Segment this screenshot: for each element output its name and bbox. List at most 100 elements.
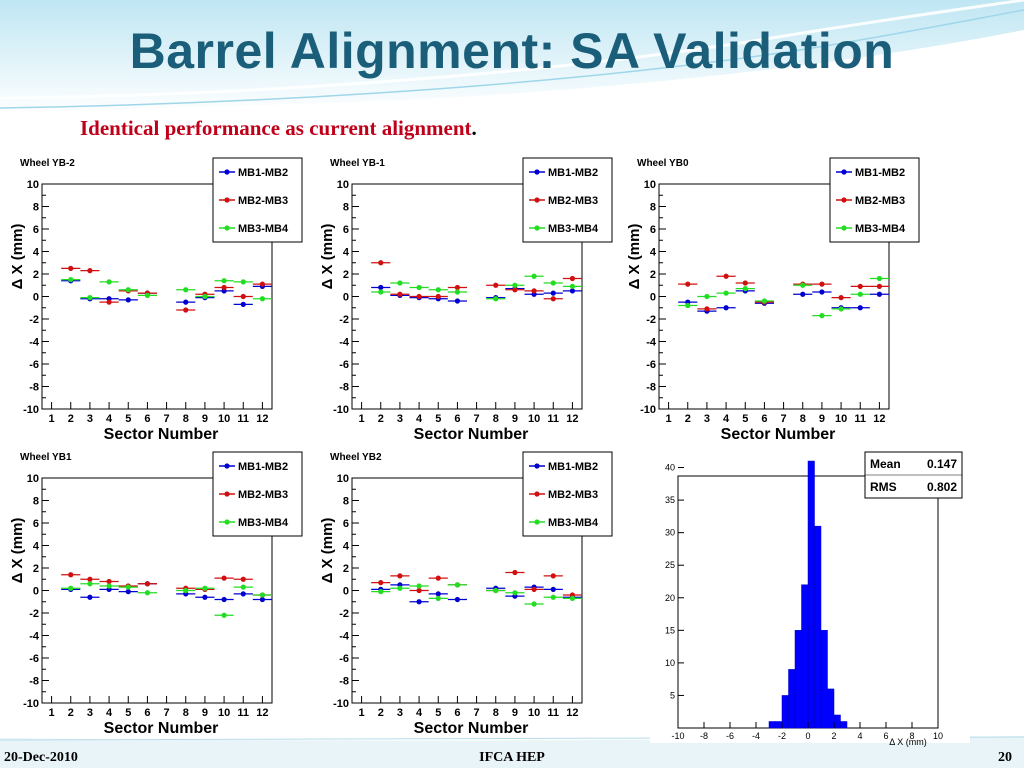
data-point — [531, 601, 537, 607]
data-point — [106, 299, 112, 305]
x-tick-label: 2 — [68, 707, 74, 719]
legend-label: MB3-MB4 — [238, 517, 289, 529]
y-tick-label: 8 — [33, 202, 39, 214]
x-tick-label: 11 — [547, 707, 559, 719]
x-tick-label: 11 — [854, 413, 866, 425]
x-tick-label: 12 — [566, 413, 578, 425]
x-tick-label: 1 — [49, 413, 55, 425]
y-tick-label: -2 — [646, 314, 656, 326]
data-point — [397, 573, 403, 579]
y-tick-label: 4 — [650, 247, 657, 259]
y-tick-label: 0 — [650, 292, 656, 304]
x-tick-label: 1 — [49, 707, 55, 719]
x-tick-label: 8 — [909, 731, 914, 741]
x-tick-label: 4 — [106, 707, 113, 719]
x-tick-label: 8 — [183, 707, 189, 719]
x-tick-label: 4 — [416, 707, 423, 719]
panel-title: Wheel YB-2 — [20, 158, 75, 169]
x-axis-label: Sector Number — [104, 720, 219, 737]
y-tick-label: -2 — [29, 608, 39, 620]
footer-date: 20-Dec-2010 — [4, 750, 78, 765]
legend-label: MB1-MB2 — [855, 167, 905, 179]
legend-label: MB3-MB4 — [548, 517, 599, 529]
x-tick-label: 10 — [835, 413, 847, 425]
histogram-bar — [840, 721, 848, 729]
data-point — [106, 583, 112, 589]
data-point — [550, 586, 556, 592]
legend-label: MB3-MB4 — [238, 223, 289, 235]
x-tick-label: 1 — [666, 413, 672, 425]
data-point — [68, 265, 74, 271]
histogram-bar — [833, 714, 841, 729]
data-point — [819, 313, 825, 319]
data-point — [819, 289, 825, 295]
footer-page-number: 20 — [998, 750, 1012, 765]
x-tick-label: 10 — [528, 413, 540, 425]
data-point — [761, 298, 768, 304]
x-tick-label: 1 — [359, 413, 365, 425]
data-point — [144, 292, 151, 298]
y-tick-label: -4 — [646, 337, 657, 349]
y-tick-label: -4 — [29, 631, 40, 643]
data-point — [723, 273, 729, 279]
data-point — [454, 284, 461, 291]
legend-marker — [534, 225, 540, 231]
y-tick-label: 30 — [665, 528, 675, 538]
x-tick-label: 9 — [512, 707, 518, 719]
x-tick-label: -8 — [700, 731, 708, 741]
data-point — [454, 582, 461, 588]
data-point — [454, 289, 461, 295]
y-tick-label: 20 — [665, 593, 675, 603]
x-tick-label: -6 — [726, 731, 734, 741]
y-tick-label: 25 — [665, 560, 675, 570]
data-point — [512, 282, 518, 288]
x-tick-label: 2 — [685, 413, 691, 425]
legend-label: MB1-MB2 — [238, 461, 288, 473]
y-tick-label: -8 — [646, 382, 656, 394]
data-point — [378, 580, 384, 586]
legend-label: MB2-MB3 — [548, 195, 598, 207]
y-tick-label: -2 — [29, 314, 39, 326]
footer-institute: IFCA HEP — [479, 750, 545, 765]
x-tick-label: 10 — [218, 707, 230, 719]
data-point — [221, 612, 227, 618]
y-tick-label: -6 — [339, 359, 349, 371]
y-tick-label: 0 — [343, 292, 349, 304]
y-tick-label: 10 — [337, 179, 349, 191]
data-point — [838, 306, 844, 312]
legend-marker — [224, 225, 230, 231]
data-point — [876, 275, 883, 282]
data-point — [183, 307, 189, 313]
x-tick-label: 2 — [378, 707, 384, 719]
x-tick-label: 12 — [256, 707, 268, 719]
data-point — [416, 587, 422, 594]
data-point — [240, 584, 246, 590]
stats-box: Mean 0.147 RMS 0.802 — [864, 451, 963, 499]
data-point — [493, 587, 499, 594]
x-tick-label: 12 — [256, 413, 268, 425]
y-tick-label: -8 — [339, 382, 349, 394]
y-tick-label: 8 — [33, 496, 39, 508]
x-tick-label: 10 — [933, 731, 943, 741]
data-point — [106, 279, 112, 285]
data-point — [819, 281, 825, 287]
y-tick-label: 6 — [33, 224, 39, 236]
y-axis-label: Δ X (mm) — [319, 224, 336, 290]
x-tick-label: 7 — [474, 413, 480, 425]
legend-marker — [841, 225, 847, 231]
data-point — [221, 575, 227, 581]
histogram-bar — [781, 695, 789, 729]
x-tick-label: -10 — [671, 731, 684, 741]
x-tick-label: 6 — [454, 707, 460, 719]
x-tick-label: 7 — [781, 413, 787, 425]
data-point — [259, 596, 266, 603]
histogram-bar — [775, 721, 783, 729]
legend-marker — [534, 197, 540, 203]
data-point — [493, 282, 499, 288]
data-point — [221, 596, 227, 603]
x-tick-label: 5 — [125, 413, 131, 425]
data-point — [857, 291, 863, 297]
